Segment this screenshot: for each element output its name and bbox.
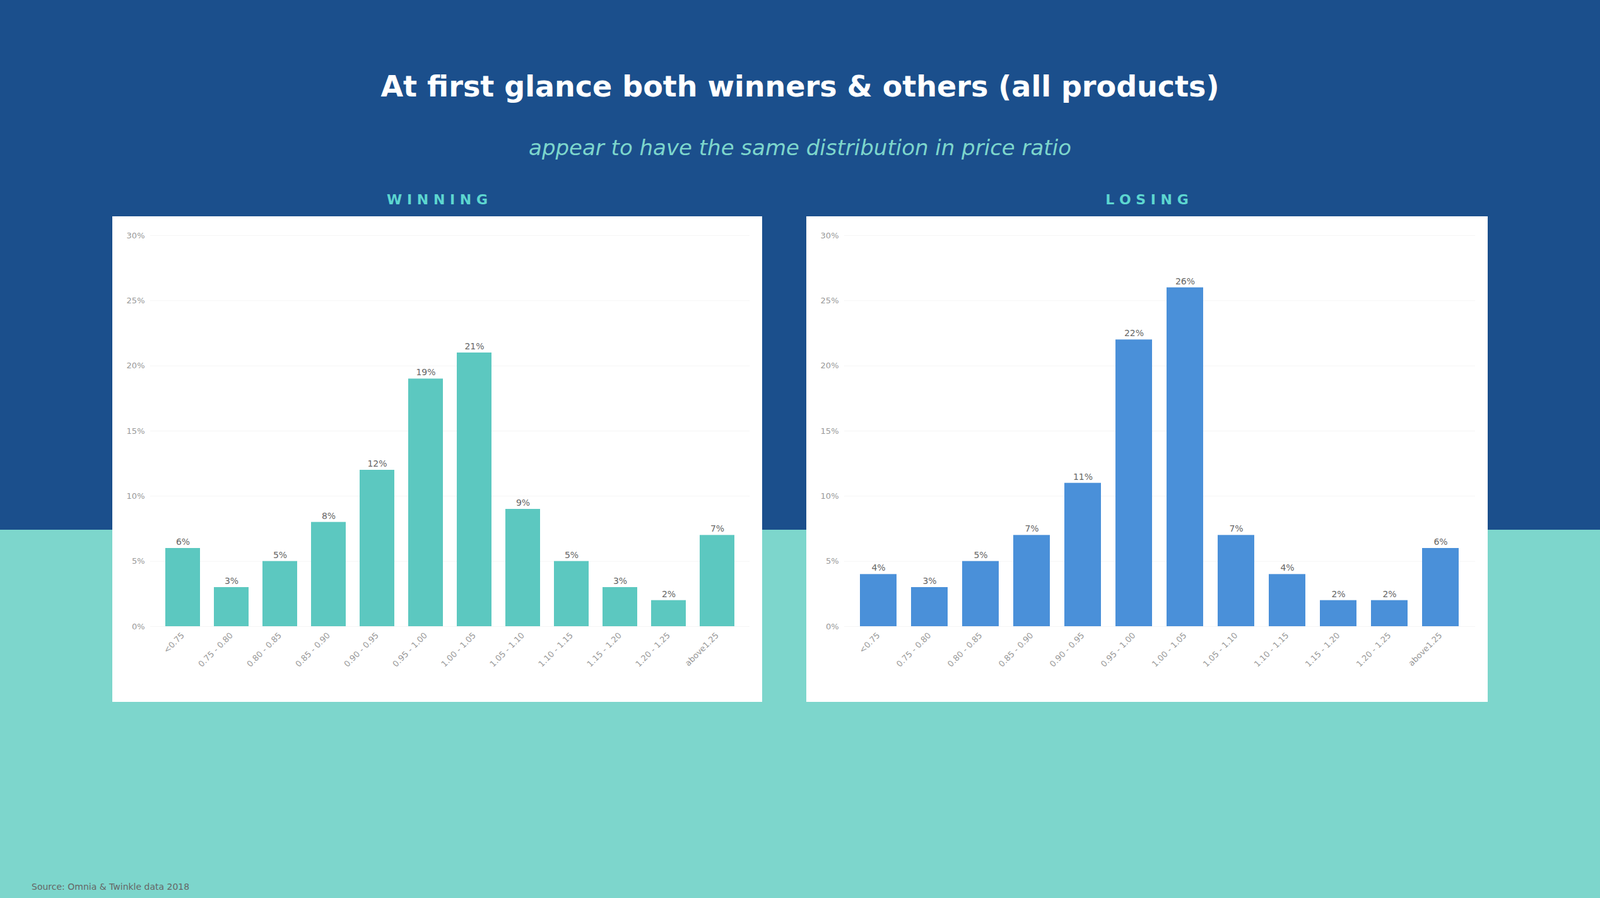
svg-text:above1.25: above1.25 (1406, 630, 1444, 669)
svg-text:4%: 4% (871, 562, 886, 573)
svg-text:<0.75: <0.75 (161, 630, 187, 656)
svg-text:6%: 6% (1433, 536, 1448, 548)
svg-text:30%: 30% (126, 230, 146, 241)
svg-text:5%: 5% (973, 550, 988, 561)
svg-text:1.20 - 1.25: 1.20 - 1.25 (1354, 630, 1394, 670)
svg-text:3%: 3% (922, 576, 937, 587)
svg-text:10%: 10% (126, 491, 146, 501)
svg-text:1.15 - 1.20: 1.15 - 1.20 (584, 630, 624, 670)
svg-text:1.10 - 1.15: 1.10 - 1.15 (1252, 630, 1291, 670)
svg-text:0%: 0% (825, 622, 840, 632)
svg-text:0.90 - 0.95: 0.90 - 0.95 (341, 630, 381, 670)
svg-text:1.15 - 1.20: 1.15 - 1.20 (1303, 630, 1342, 670)
svg-text:0.95 - 1.00: 0.95 - 1.00 (390, 630, 430, 670)
svg-text:0.85 - 0.90: 0.85 - 0.90 (293, 630, 332, 670)
svg-text:5%: 5% (273, 550, 288, 561)
svg-text:2%: 2% (1331, 589, 1346, 600)
svg-text:0.85 - 0.90: 0.85 - 0.90 (996, 630, 1036, 670)
html-text:appear to have the same distri: appear to have the same distribution in … (528, 135, 1072, 161)
svg-text:7%: 7% (1024, 523, 1039, 534)
svg-text:15%: 15% (820, 426, 840, 436)
svg-text:0.95 - 1.00: 0.95 - 1.00 (1099, 630, 1138, 670)
svg-text:0.80 - 0.85: 0.80 - 0.85 (244, 630, 284, 670)
svg-text:7%: 7% (710, 523, 725, 534)
svg-text:12%: 12% (367, 458, 387, 469)
svg-text:3%: 3% (613, 576, 628, 587)
svg-text:1.05 - 1.10: 1.05 - 1.10 (487, 630, 527, 670)
svg-text:7%: 7% (1229, 523, 1243, 534)
svg-text:30%: 30% (820, 230, 840, 241)
svg-text:1.00 - 1.05: 1.00 - 1.05 (439, 630, 478, 670)
svg-text:5%: 5% (564, 550, 579, 561)
svg-text:1.00 - 1.05: 1.00 - 1.05 (1150, 630, 1189, 670)
svg-text:0%: 0% (131, 622, 146, 632)
svg-text:11%: 11% (1073, 471, 1093, 483)
svg-text:0.90 - 0.95: 0.90 - 0.95 (1047, 630, 1087, 670)
svg-text:1.05 - 1.10: 1.05 - 1.10 (1201, 630, 1240, 670)
svg-text:above1.25: above1.25 (683, 630, 721, 669)
svg-text:19%: 19% (415, 367, 436, 378)
svg-text:1.10 - 1.15: 1.10 - 1.15 (536, 630, 575, 670)
svg-text:6%: 6% (176, 536, 190, 548)
svg-text:0.80 - 0.85: 0.80 - 0.85 (945, 630, 985, 670)
svg-text:15%: 15% (126, 426, 146, 436)
svg-text:21%: 21% (464, 341, 484, 352)
svg-text:9%: 9% (516, 497, 530, 508)
html-text:At first glance both winners &: At first glance both winners & others (a… (380, 69, 1220, 104)
svg-text:8%: 8% (321, 511, 336, 522)
svg-text:<0.75: <0.75 (857, 630, 883, 656)
html-text:W I N N I N G: W I N N I N G (386, 191, 488, 208)
svg-text:0.75 - 0.80: 0.75 - 0.80 (894, 630, 934, 670)
svg-text:4%: 4% (1280, 562, 1295, 573)
html-text:Source: Omnia & Twinkle data 2: Source: Omnia & Twinkle data 2018 (31, 882, 190, 893)
svg-text:0.75 - 0.80: 0.75 - 0.80 (196, 630, 235, 670)
svg-text:1.20 - 1.25: 1.20 - 1.25 (633, 630, 672, 670)
svg-text:10%: 10% (820, 491, 840, 501)
svg-text:5%: 5% (131, 556, 146, 566)
svg-text:5%: 5% (825, 556, 840, 566)
svg-text:2%: 2% (1382, 589, 1397, 600)
svg-text:20%: 20% (126, 360, 146, 371)
svg-text:3%: 3% (224, 576, 239, 587)
svg-text:20%: 20% (820, 360, 840, 371)
svg-text:26%: 26% (1175, 276, 1195, 287)
html-text:L O S I N G: L O S I N G (1105, 191, 1189, 208)
svg-text:25%: 25% (820, 295, 840, 306)
svg-text:2%: 2% (661, 589, 676, 600)
svg-text:22%: 22% (1124, 328, 1144, 339)
svg-text:25%: 25% (126, 295, 146, 306)
